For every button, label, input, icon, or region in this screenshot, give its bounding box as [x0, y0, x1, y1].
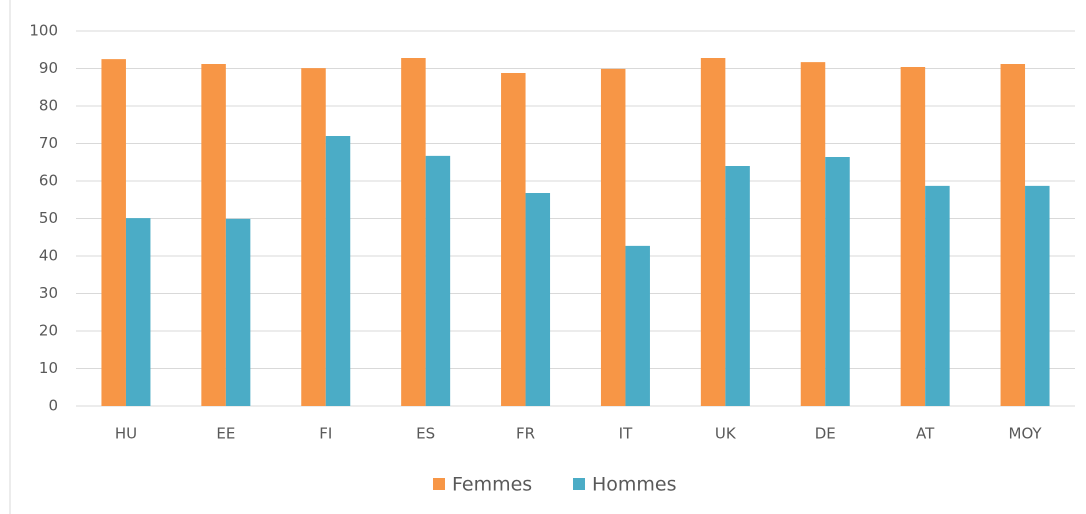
y-tick-label: 40	[39, 247, 58, 265]
bar	[401, 58, 426, 406]
y-tick-label: 0	[48, 397, 58, 415]
y-tick-label: 90	[39, 59, 58, 77]
bar	[501, 73, 526, 406]
bar	[325, 136, 351, 406]
bar	[425, 155, 451, 406]
legend-label: Femmes	[452, 474, 532, 496]
bar	[825, 157, 850, 406]
y-tick-label: 80	[39, 97, 58, 115]
legend-label: Hommes	[592, 474, 677, 496]
bar	[101, 59, 126, 406]
x-tick-label: AT	[916, 425, 935, 443]
y-tick-label: 10	[39, 359, 58, 377]
y-tick-label: 70	[39, 134, 58, 152]
y-tick-label: 30	[39, 284, 58, 302]
bar	[301, 68, 326, 406]
y-tick-label: 100	[29, 22, 58, 40]
x-tick-label: ES	[416, 425, 435, 443]
x-tick-label: FR	[516, 425, 535, 443]
bar	[1025, 185, 1050, 406]
x-tick-label: DE	[815, 425, 836, 443]
bar	[925, 185, 950, 406]
bar	[625, 245, 650, 406]
x-tick-label: MOY	[1009, 425, 1043, 443]
bar	[1000, 64, 1026, 406]
bar	[201, 64, 226, 406]
x-tick-label: UK	[715, 425, 737, 443]
bar	[800, 62, 826, 406]
x-tick-label: EE	[216, 425, 235, 443]
legend-swatch	[573, 478, 585, 490]
bar	[700, 58, 726, 406]
bar	[125, 218, 151, 406]
bar	[600, 68, 626, 406]
x-tick-label: HU	[115, 425, 137, 443]
bar	[725, 166, 750, 406]
y-tick-label: 60	[39, 172, 58, 190]
legend-swatch	[433, 478, 445, 490]
y-tick-label: 20	[39, 322, 58, 340]
x-tick-label: FI	[319, 425, 332, 443]
bar	[900, 67, 926, 406]
bar	[225, 218, 251, 406]
bar	[525, 193, 551, 406]
y-tick-label: 50	[39, 209, 58, 227]
x-tick-label: IT	[619, 425, 633, 443]
